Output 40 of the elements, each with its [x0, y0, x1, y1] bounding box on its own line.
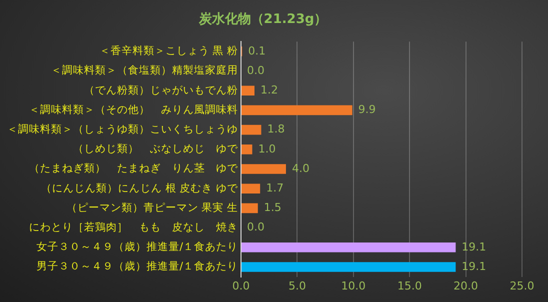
bar — [242, 86, 254, 96]
y-tick-label: ＜調味料類＞（しょうゆ類）こいくちしょうゆ — [7, 122, 238, 136]
y-tick-label: ＜調味料類＞（その他） みりん風調味料 — [29, 102, 238, 116]
y-tick-label: （ピーマン類）青ピーマン 果実 生 — [66, 200, 238, 214]
data-label: 19.1 — [462, 260, 486, 273]
bar — [242, 262, 456, 272]
y-tick-label: ＜香辛料類＞こしょう 黒 粉 — [99, 44, 238, 58]
data-label: 0.1 — [248, 44, 266, 58]
y-tick-label: （しめじ類） ぶなしめじ ゆで — [73, 143, 239, 156]
bar — [242, 105, 352, 116]
y-tick-label: （でん粉類）じゃがいもでん粉 — [84, 84, 238, 96]
y-tick-label: 女子３０～４９（歳）推進量/１食あたり — [36, 240, 238, 254]
data-label: 4.0 — [292, 162, 310, 175]
x-tick-label: 10.0 — [341, 279, 366, 292]
data-label: 1.2 — [260, 83, 278, 96]
data-label: 0.0 — [247, 220, 264, 234]
data-label: 1.7 — [266, 181, 284, 194]
bar — [242, 184, 260, 194]
y-tick-label: （たまねぎ類） たまねぎ りん茎 ゆで — [29, 162, 239, 175]
bar — [242, 124, 262, 135]
x-tick-label: 15.0 — [397, 279, 422, 292]
data-label: 1.0 — [258, 142, 276, 156]
bar — [242, 164, 286, 174]
data-label: 1.5 — [264, 201, 282, 214]
data-label: 19.1 — [462, 240, 486, 254]
x-tick-label: 20.0 — [454, 279, 478, 292]
y-tick-label: ＜調味料類＞（食塩類）精製塩家庭用 — [51, 64, 238, 77]
bar — [242, 144, 252, 154]
y-tick-label: （にんじん類）にんじん 根 皮むき ゆで — [40, 181, 239, 194]
bar — [242, 203, 258, 214]
x-tick-label: 5.0 — [288, 279, 306, 292]
x-tick-label: 25.0 — [510, 279, 534, 292]
x-tick-label: 0.0 — [232, 279, 250, 292]
y-tick-label: 男子３０～４９（歳）推進量/１食あたり — [36, 260, 238, 273]
data-label: 0.0 — [247, 64, 264, 77]
bar — [242, 242, 456, 252]
data-label: 1.8 — [267, 122, 285, 136]
data-label: 9.9 — [358, 103, 376, 116]
y-tick-label: にわとり［若鶏肉］ もも 皮なし 焼き — [29, 220, 238, 234]
chart-title: 炭水化物（21.23g） — [198, 12, 328, 28]
